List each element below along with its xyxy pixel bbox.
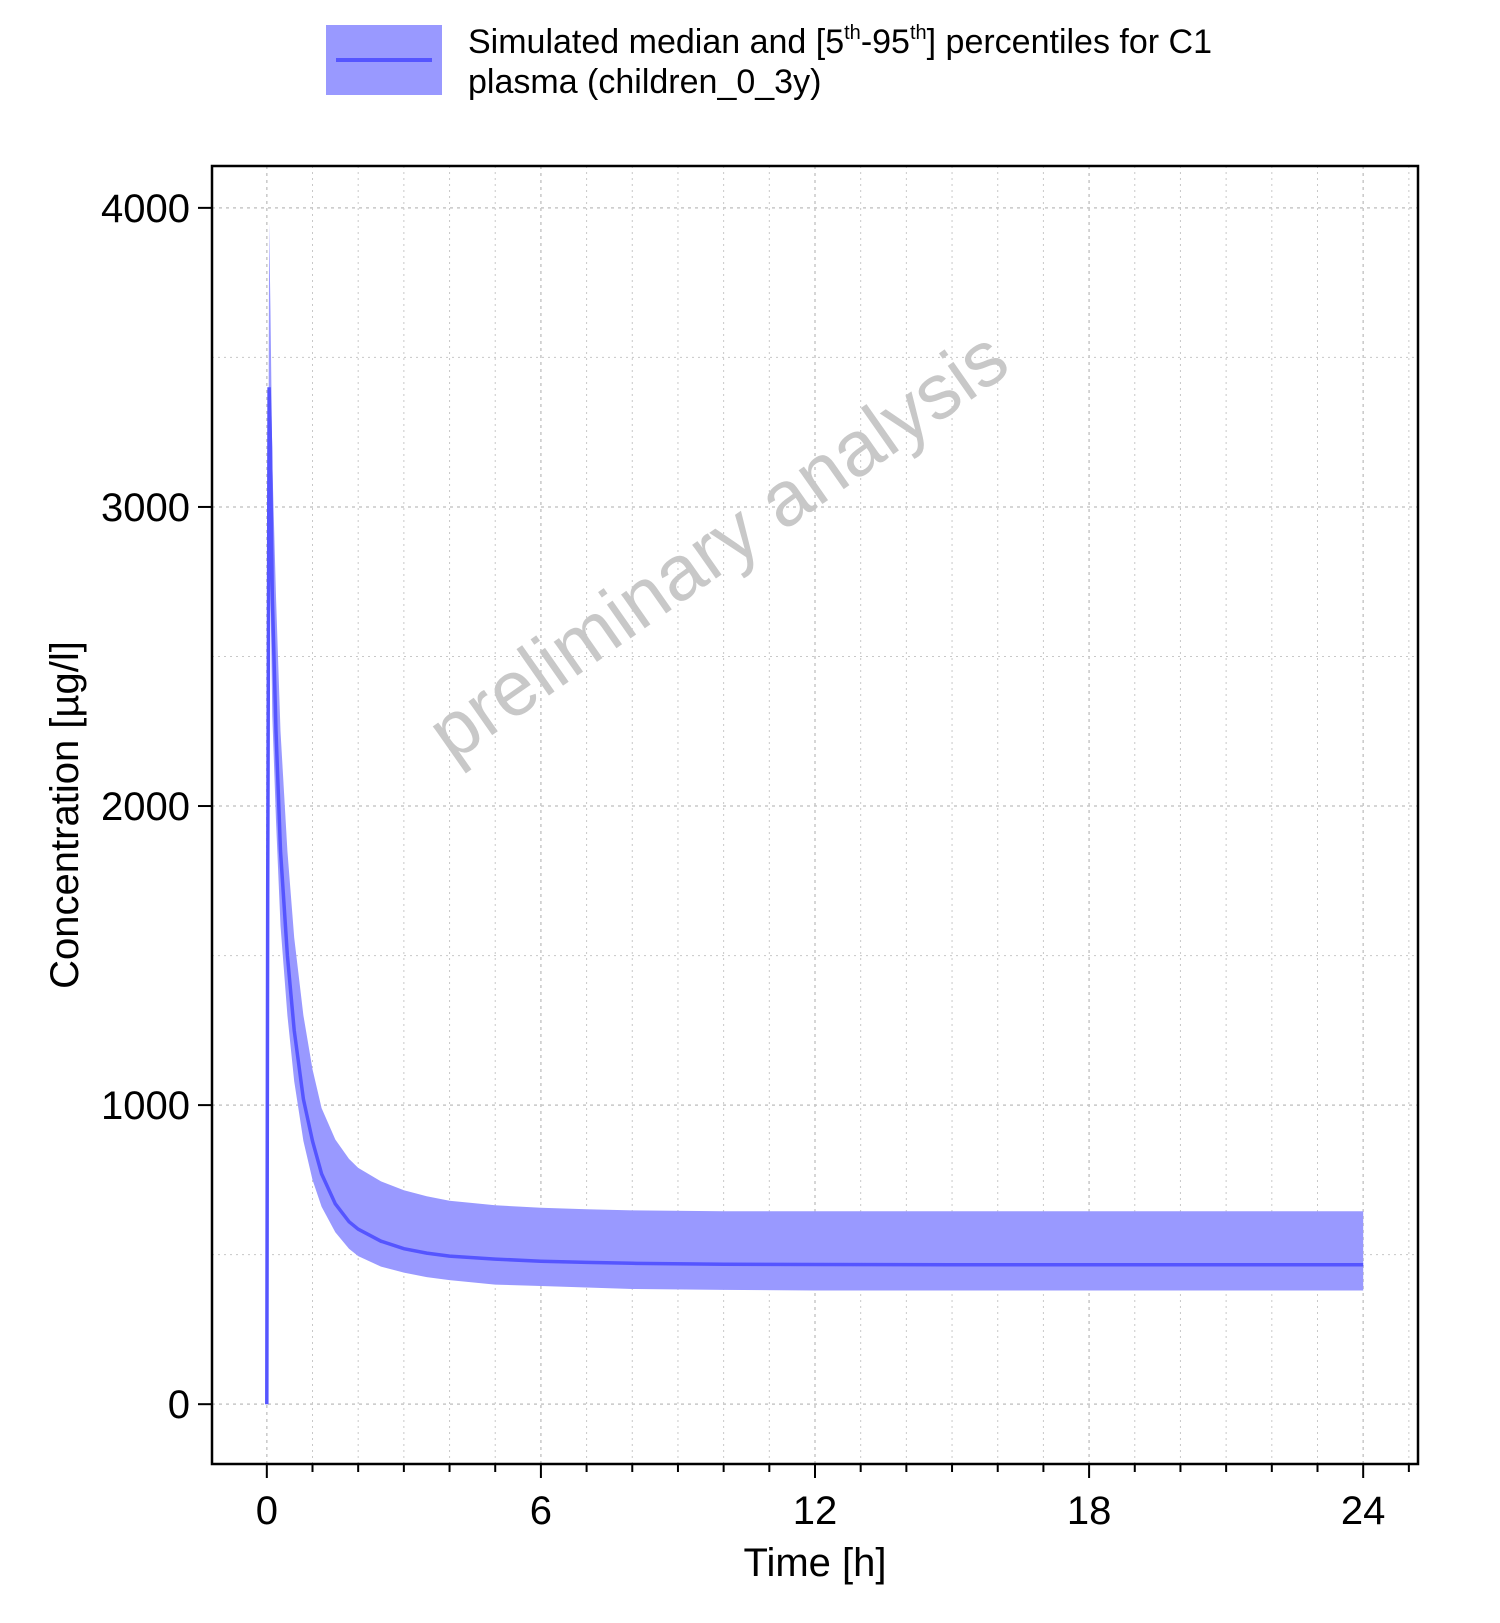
- legend-swatch-line: [336, 58, 432, 62]
- legend-label: Simulated median and [5th-95th] percenti…: [468, 22, 1368, 102]
- percentile-band: [266, 222, 1364, 1405]
- y-axis-label: Concentration [µg/l]: [43, 641, 87, 989]
- y-tick-label: 0: [168, 1383, 190, 1427]
- legend-sup-1: th: [844, 22, 861, 44]
- x-axis-label: Time [h]: [744, 1541, 887, 1585]
- median-line: [265, 387, 1364, 1405]
- legend-label-part2: -95: [860, 23, 910, 61]
- y-axis: 0 1000 2000 3000 4000: [101, 187, 212, 1427]
- y-tick-label: 1000: [101, 1084, 190, 1128]
- x-tick-label: 12: [793, 1489, 838, 1533]
- major-grid: [212, 166, 1418, 1464]
- legend-swatch: [326, 25, 442, 95]
- legend-sup-2: th: [909, 22, 927, 44]
- legend-label-line2: plasma (children_0_3y): [468, 63, 822, 101]
- y-tick-label: 2000: [101, 785, 190, 829]
- x-tick-label: 6: [530, 1489, 552, 1533]
- x-tick-label: 18: [1067, 1489, 1112, 1533]
- y-tick-label: 4000: [101, 187, 190, 231]
- x-axis: 0 6 12 18 24: [256, 1464, 1410, 1533]
- x-tick-label: 0: [256, 1489, 278, 1533]
- legend-label-part1: Simulated median and [5: [468, 23, 845, 61]
- x-tick-label: 24: [1341, 1489, 1386, 1533]
- legend-label-part3: ] percentiles for C1: [926, 23, 1212, 61]
- watermark: preliminary analysis: [412, 312, 1024, 777]
- y-tick-label: 3000: [101, 486, 190, 530]
